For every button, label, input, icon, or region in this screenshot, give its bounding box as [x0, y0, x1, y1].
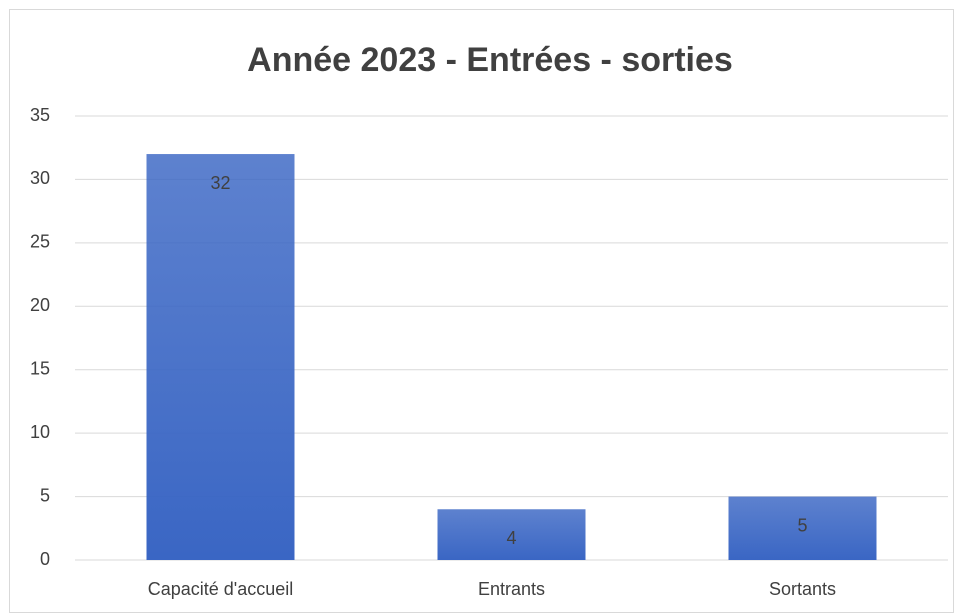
x-tick-label: Capacité d'accueil	[148, 579, 294, 599]
x-tick-label: Sortants	[769, 579, 836, 599]
y-tick-label: 10	[30, 422, 50, 442]
y-tick-label: 25	[30, 232, 50, 252]
bar	[437, 509, 586, 560]
y-tick-label: 35	[30, 105, 50, 125]
chart-title: Année 2023 - Entrées - sorties	[247, 41, 733, 79]
bar	[728, 496, 877, 560]
y-tick-label: 20	[30, 295, 50, 315]
data-label: 4	[506, 528, 516, 548]
y-tick-label: 5	[40, 485, 50, 505]
data-label: 5	[797, 515, 807, 535]
y-tick-label: 15	[30, 358, 50, 378]
y-tick-label: 0	[40, 549, 50, 569]
data-label: 32	[210, 173, 230, 193]
x-tick-label: Entrants	[478, 579, 545, 599]
y-tick-label: 30	[30, 168, 50, 188]
bar	[146, 154, 295, 561]
